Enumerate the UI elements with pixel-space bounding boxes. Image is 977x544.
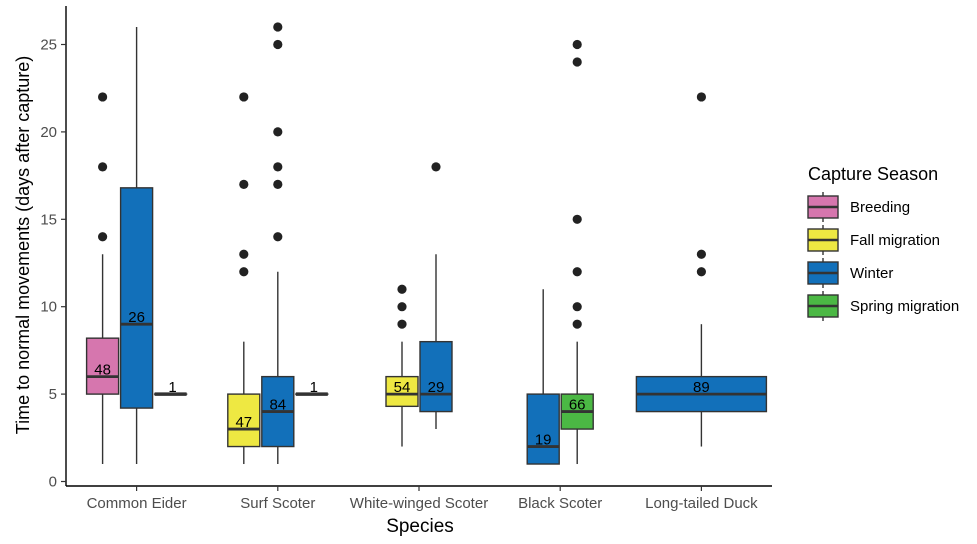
legend-item: Winter	[808, 258, 893, 288]
outlier-point	[697, 267, 706, 276]
sample-size-label: 1	[168, 379, 176, 396]
y-tick-label: 10	[40, 299, 57, 316]
plot-marks: 48 26 1 47 84 1 54 29 19 66 89	[87, 22, 767, 464]
sample-size-label: 66	[569, 397, 586, 414]
outlier-point	[98, 92, 107, 101]
sample-size-label: 1	[310, 379, 318, 396]
outlier-point	[697, 92, 706, 101]
x-tick-label: Surf Scoter	[240, 495, 315, 512]
box-group: 66	[561, 40, 593, 464]
outlier-point	[239, 180, 248, 189]
y-tick-label: 15	[40, 211, 57, 228]
x-tick-label: Long-tailed Duck	[645, 495, 758, 512]
box-group: 1	[296, 379, 328, 396]
box	[121, 188, 153, 408]
x-tick-label: Black Scoter	[518, 495, 602, 512]
legend-label: Spring migration	[850, 298, 959, 315]
sample-size-label: 84	[269, 397, 286, 414]
outlier-point	[431, 162, 440, 171]
outlier-point	[697, 250, 706, 259]
legend-title: Capture Season	[808, 164, 938, 184]
outlier-point	[273, 127, 282, 136]
legend-item: Breeding	[808, 192, 910, 222]
outlier-point	[573, 215, 582, 224]
legend-item: Fall migration	[808, 225, 940, 255]
outlier-point	[397, 320, 406, 329]
legend-label: Fall migration	[850, 232, 940, 249]
outlier-point	[239, 267, 248, 276]
y-tick-label: 0	[49, 474, 57, 491]
box-group: 29	[420, 162, 452, 429]
x-tick-label: White-winged Scoter	[350, 495, 488, 512]
outlier-point	[573, 302, 582, 311]
outlier-point	[273, 40, 282, 49]
outlier-point	[397, 302, 406, 311]
sample-size-label: 89	[693, 379, 710, 396]
box-group: 48	[87, 92, 119, 464]
sample-size-label: 19	[535, 432, 552, 449]
outlier-point	[273, 180, 282, 189]
box-group: 26	[121, 27, 153, 464]
y-tick-label: 5	[49, 386, 57, 403]
x-tick-label: Common Eider	[87, 495, 187, 512]
sample-size-label: 48	[94, 362, 111, 379]
legend-item: Spring migration	[808, 291, 959, 321]
sample-size-label: 26	[128, 309, 145, 326]
y-axis-title: Time to normal movements (days after cap…	[13, 56, 33, 434]
box-group: 47	[228, 92, 260, 464]
legend-label: Winter	[850, 265, 893, 282]
outlier-point	[573, 267, 582, 276]
x-axis-title: Species	[386, 516, 454, 537]
legend: Breeding Fall migration Winter Spring migra…	[808, 192, 959, 321]
legend-label: Breeding	[850, 199, 910, 216]
outlier-point	[98, 162, 107, 171]
box-group: 54	[386, 285, 418, 447]
outlier-point	[239, 250, 248, 259]
outlier-point	[239, 92, 248, 101]
outlier-point	[573, 57, 582, 66]
box	[420, 342, 452, 412]
sample-size-label: 29	[428, 379, 445, 396]
sample-size-label: 54	[394, 379, 411, 396]
box-group: 89	[636, 92, 766, 446]
y-tick-label: 25	[40, 37, 57, 54]
y-tick-label: 20	[40, 124, 57, 141]
outlier-point	[273, 22, 282, 31]
outlier-point	[273, 232, 282, 241]
box-group: 19	[527, 289, 559, 464]
outlier-point	[98, 232, 107, 241]
box-group: 1	[155, 379, 187, 396]
sample-size-label: 47	[235, 414, 252, 431]
outlier-point	[397, 285, 406, 294]
box	[527, 394, 559, 464]
outlier-point	[573, 320, 582, 329]
outlier-point	[273, 162, 282, 171]
box-group: 84	[262, 22, 294, 464]
outlier-point	[573, 40, 582, 49]
